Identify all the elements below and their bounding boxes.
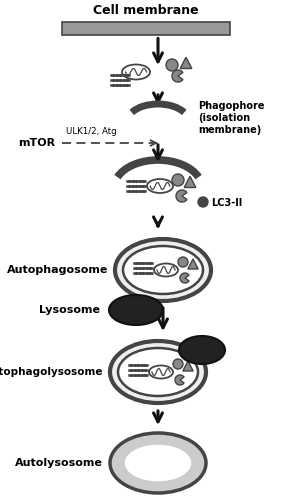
Ellipse shape — [147, 179, 173, 193]
Ellipse shape — [109, 295, 163, 325]
Text: Cell membrane: Cell membrane — [93, 4, 199, 18]
Text: LC3-II: LC3-II — [211, 198, 242, 208]
Polygon shape — [183, 361, 193, 371]
Text: ULK1/2, Atg: ULK1/2, Atg — [66, 128, 117, 136]
Polygon shape — [180, 57, 192, 68]
Circle shape — [198, 197, 208, 207]
Ellipse shape — [123, 246, 203, 294]
Wedge shape — [175, 375, 184, 385]
Ellipse shape — [110, 433, 206, 493]
Circle shape — [178, 257, 188, 267]
Text: Autophagosome: Autophagosome — [7, 265, 108, 275]
FancyBboxPatch shape — [62, 22, 230, 35]
Text: Autolysosome: Autolysosome — [15, 458, 103, 468]
Circle shape — [173, 359, 183, 369]
Ellipse shape — [122, 64, 150, 80]
Circle shape — [166, 59, 178, 71]
Text: Autophagolysosome: Autophagolysosome — [0, 367, 103, 377]
Wedge shape — [176, 190, 187, 202]
Wedge shape — [172, 70, 183, 82]
Text: mTOR: mTOR — [18, 138, 55, 148]
Ellipse shape — [149, 366, 173, 378]
Text: Lysosome: Lysosome — [39, 305, 100, 315]
Circle shape — [172, 174, 184, 186]
Text: Phagophore
(isolation
membrane): Phagophore (isolation membrane) — [198, 100, 265, 136]
Ellipse shape — [154, 264, 178, 276]
Wedge shape — [180, 273, 189, 283]
Ellipse shape — [179, 336, 225, 364]
Polygon shape — [188, 259, 198, 269]
Polygon shape — [184, 176, 196, 188]
Ellipse shape — [124, 444, 192, 482]
Ellipse shape — [118, 348, 198, 396]
Ellipse shape — [115, 239, 211, 301]
Ellipse shape — [110, 341, 206, 403]
